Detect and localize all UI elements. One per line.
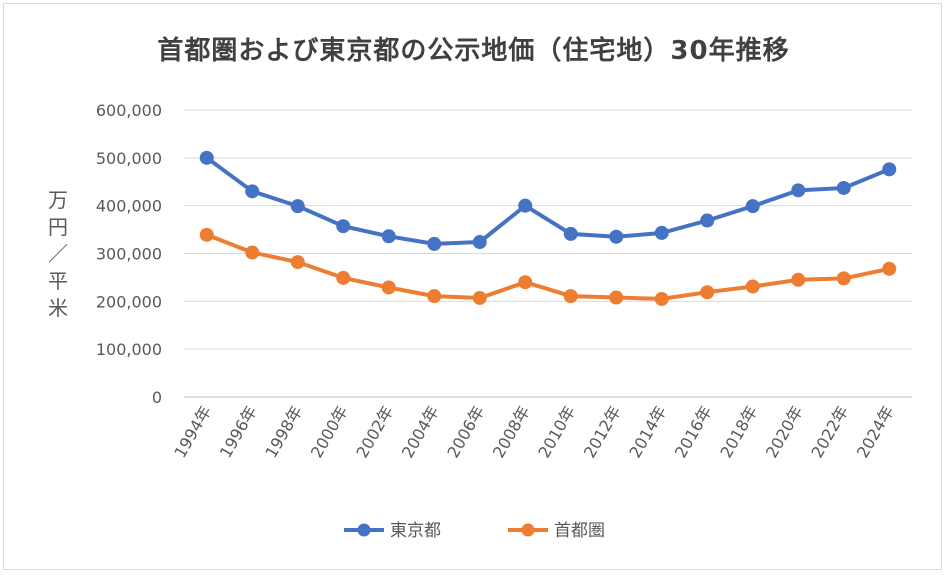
legend-label: 東京都 bbox=[390, 521, 441, 541]
series-line-1 bbox=[204, 232, 892, 301]
y-axis-label-char: 円 bbox=[48, 215, 68, 239]
x-tick-label: 1998年 bbox=[261, 403, 306, 462]
legend-label: 首都圏 bbox=[554, 521, 605, 541]
data-point bbox=[836, 271, 851, 286]
data-point bbox=[290, 255, 305, 270]
data-point bbox=[791, 183, 806, 198]
data-point bbox=[381, 280, 396, 295]
y-tick-label: 600,000 bbox=[96, 101, 162, 120]
x-tick-label: 2004年 bbox=[398, 403, 443, 462]
y-axis-label-char: 平 bbox=[48, 269, 68, 293]
data-point bbox=[199, 227, 214, 242]
x-tick-label: 2006年 bbox=[443, 403, 488, 462]
x-tick-label: 1996年 bbox=[216, 403, 261, 462]
data-point bbox=[700, 285, 715, 300]
data-point bbox=[427, 289, 442, 304]
y-axis-ticks: 0 100,000 200,000 300,000 400,000 500,000 600,… bbox=[96, 101, 162, 407]
data-point bbox=[336, 270, 351, 285]
data-point bbox=[745, 199, 760, 214]
x-tick-label: 2002年 bbox=[352, 403, 397, 462]
series-line-0 bbox=[204, 155, 892, 246]
data-point bbox=[381, 229, 396, 244]
x-tick-label: 1994年 bbox=[170, 403, 215, 462]
data-point bbox=[427, 236, 442, 251]
x-axis-ticks: 1994年 1996年 1998年 2000年 2002年 2004年 2006年 2008年… bbox=[170, 403, 897, 462]
data-point bbox=[563, 226, 578, 241]
x-tick-label: 2024年 bbox=[853, 403, 898, 462]
x-tick-label: 2000年 bbox=[307, 403, 352, 462]
chart-title: 首都圏および東京都の公示地価（住宅地）30年推移 bbox=[157, 36, 790, 66]
x-tick-label: 2008年 bbox=[489, 403, 534, 462]
data-point bbox=[836, 180, 851, 195]
x-tick-label: 2012年 bbox=[580, 403, 625, 462]
data-point bbox=[290, 199, 305, 214]
legend: 東京都 首都圏 bbox=[344, 521, 605, 541]
data-point bbox=[336, 219, 351, 234]
y-tick-label: 100,000 bbox=[96, 340, 162, 359]
y-axis-label-char: ／ bbox=[48, 242, 68, 266]
chart-frame bbox=[3, 3, 942, 570]
legend-swatch-marker bbox=[521, 523, 535, 537]
y-tick-label: 400,000 bbox=[96, 197, 162, 216]
data-point bbox=[654, 225, 669, 240]
data-point bbox=[472, 235, 487, 250]
data-point bbox=[472, 290, 487, 305]
data-point bbox=[654, 291, 669, 306]
x-tick-label: 2014年 bbox=[625, 403, 670, 462]
data-point bbox=[882, 162, 897, 177]
y-tick-label: 0 bbox=[152, 388, 162, 407]
x-tick-label: 2018年 bbox=[716, 403, 761, 462]
data-point bbox=[791, 272, 806, 287]
y-axis-label: 万円 ／ 平米 bbox=[48, 188, 68, 320]
data-point bbox=[563, 289, 578, 304]
data-point bbox=[199, 150, 214, 165]
y-tick-label: 300,000 bbox=[96, 245, 162, 264]
data-point bbox=[745, 279, 760, 294]
x-tick-label: 2022年 bbox=[807, 403, 852, 462]
x-tick-label: 2010年 bbox=[534, 403, 579, 462]
data-point bbox=[609, 290, 624, 305]
y-axis-label-char: 万 bbox=[48, 188, 68, 212]
x-tick-label: 2020年 bbox=[762, 403, 807, 462]
series-lines bbox=[199, 150, 897, 306]
y-axis-label-char: 米 bbox=[48, 296, 68, 320]
gridlines bbox=[184, 109, 912, 398]
data-point bbox=[882, 261, 897, 276]
data-point bbox=[518, 275, 533, 290]
y-tick-label: 500,000 bbox=[96, 149, 162, 168]
data-point bbox=[518, 198, 533, 213]
legend-swatch-marker bbox=[357, 523, 371, 537]
data-point bbox=[245, 245, 260, 260]
x-tick-label: 2016年 bbox=[671, 403, 716, 462]
data-point bbox=[609, 229, 624, 244]
data-point bbox=[700, 213, 715, 228]
y-tick-label: 200,000 bbox=[96, 292, 162, 311]
data-point bbox=[245, 184, 260, 199]
